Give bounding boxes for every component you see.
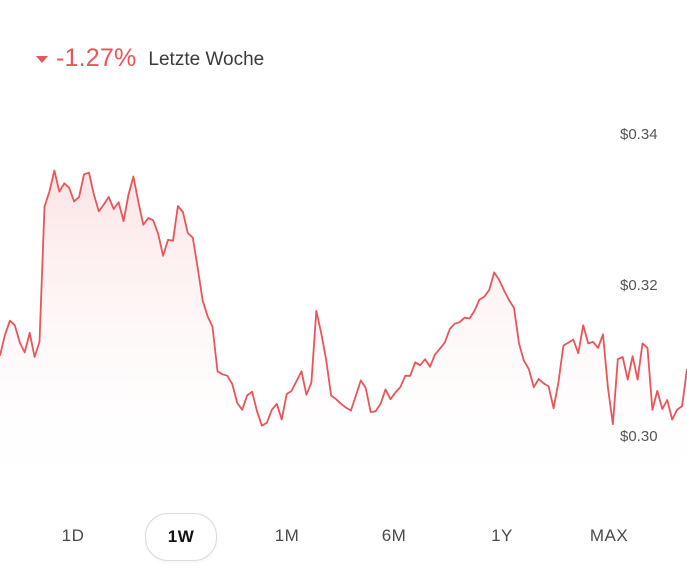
- time-range-tabs: 1D 1W 1M 6M 1Y MAX: [0, 513, 687, 561]
- tab-max[interactable]: MAX: [589, 526, 629, 545]
- tab-1y[interactable]: 1Y: [491, 526, 513, 545]
- period-label: Letzte Woche: [148, 48, 265, 70]
- tab-6m[interactable]: 6M: [381, 526, 407, 545]
- y-tick-label: $0.32: [620, 277, 658, 294]
- tab-1m[interactable]: 1M: [274, 526, 300, 545]
- y-tick-label: $0.34: [620, 126, 658, 143]
- price-chart[interactable]: [0, 0, 687, 500]
- price-change-summary: -1.27% Letzte Woche: [36, 40, 264, 76]
- change-percent: -1.27%: [56, 43, 137, 72]
- tab-1w[interactable]: 1W: [145, 513, 217, 561]
- y-tick-label: $0.30: [620, 428, 658, 445]
- tab-1d[interactable]: 1D: [61, 526, 85, 545]
- price-line: [0, 169, 687, 427]
- price-area: [0, 170, 687, 500]
- triangle-down-icon: [36, 55, 48, 63]
